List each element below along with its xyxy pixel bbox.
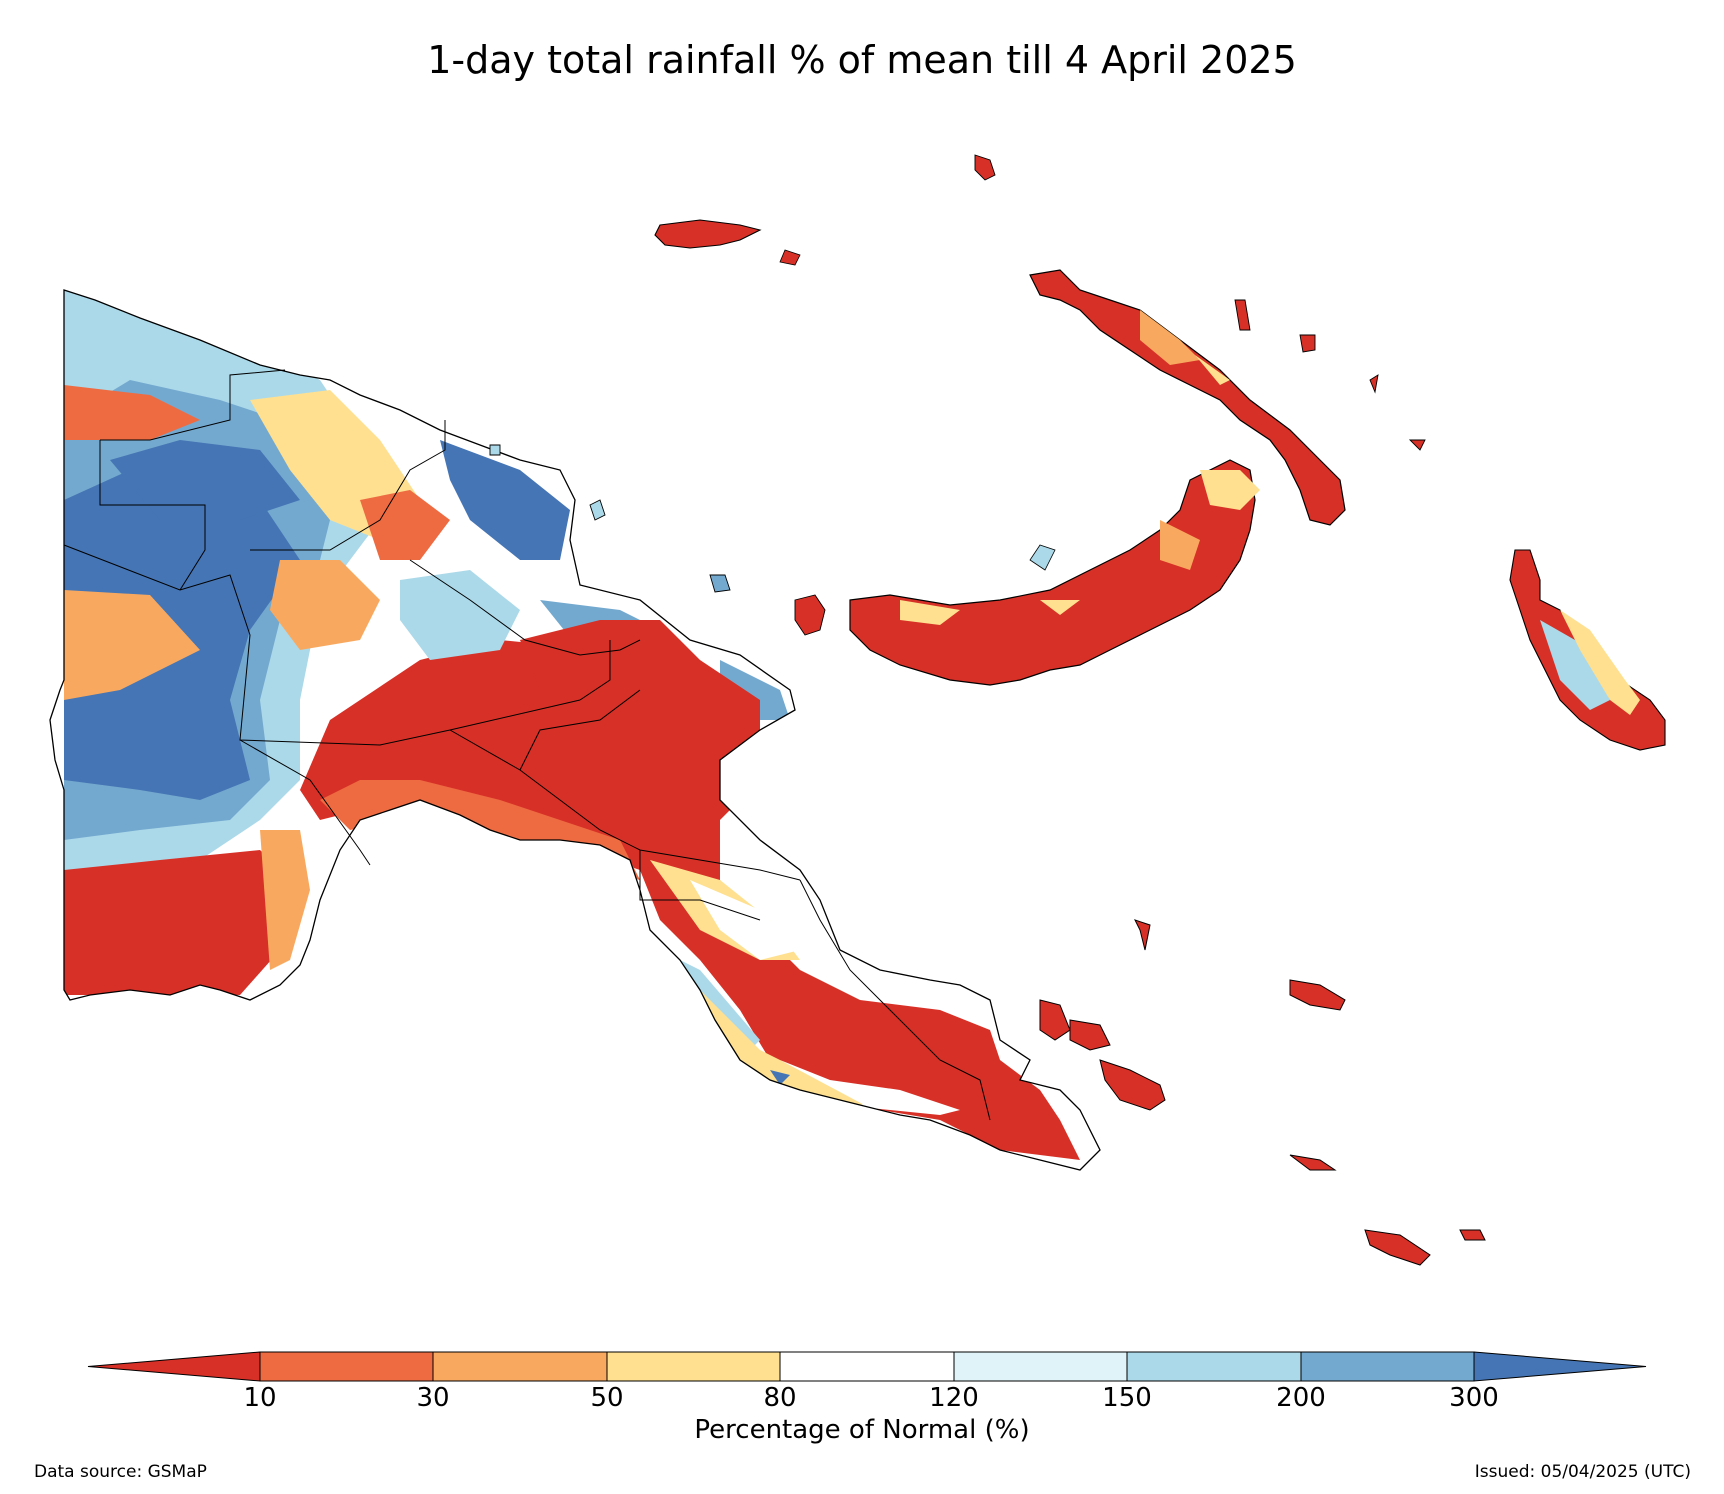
colorbar-bin-30-50: [433, 1352, 607, 1381]
small-islands: [489, 154, 1426, 636]
colorbar-tick-10: 10: [243, 1383, 277, 1413]
colorbar-tick-300: 300: [1449, 1383, 1499, 1413]
colorbar-tick-30: 30: [416, 1383, 450, 1413]
data-source: Data source: GSMaP: [34, 1462, 207, 1482]
colorbar-tick-50: 50: [590, 1383, 624, 1413]
colorbar-bin-10-30: [260, 1352, 434, 1381]
colorbar-label: Percentage of Normal (%): [694, 1415, 1030, 1445]
new-ireland-island: [1029, 269, 1346, 526]
issued-date: Issued: 05/04/2025 (UTC): [1474, 1462, 1691, 1482]
manus-island: [654, 219, 801, 266]
colorbar-bin-200-300: [1300, 1352, 1474, 1381]
colorbar-bin-<10: [87, 1351, 261, 1382]
map-title: 1-day total rainfall % of mean till 4 Ap…: [427, 38, 1297, 82]
colorbar-tick-150: 150: [1102, 1383, 1152, 1413]
new-britain-island: [849, 459, 1260, 686]
colorbar-tick-80: 80: [763, 1383, 797, 1413]
bougainville-island: [1509, 549, 1666, 751]
colorbar-bin->300: [1473, 1351, 1647, 1382]
colorbar-bin-120-150: [953, 1352, 1128, 1381]
colorbar-bin-50-80: [606, 1352, 781, 1381]
colorbar-tick-200: 200: [1276, 1383, 1326, 1413]
milne-bay-islands: [1039, 919, 1486, 1266]
colorbar-tick-120: 120: [929, 1383, 979, 1413]
colorbar-bin-150-200: [1127, 1352, 1301, 1381]
colorbar-bin-80-120: [780, 1352, 954, 1381]
